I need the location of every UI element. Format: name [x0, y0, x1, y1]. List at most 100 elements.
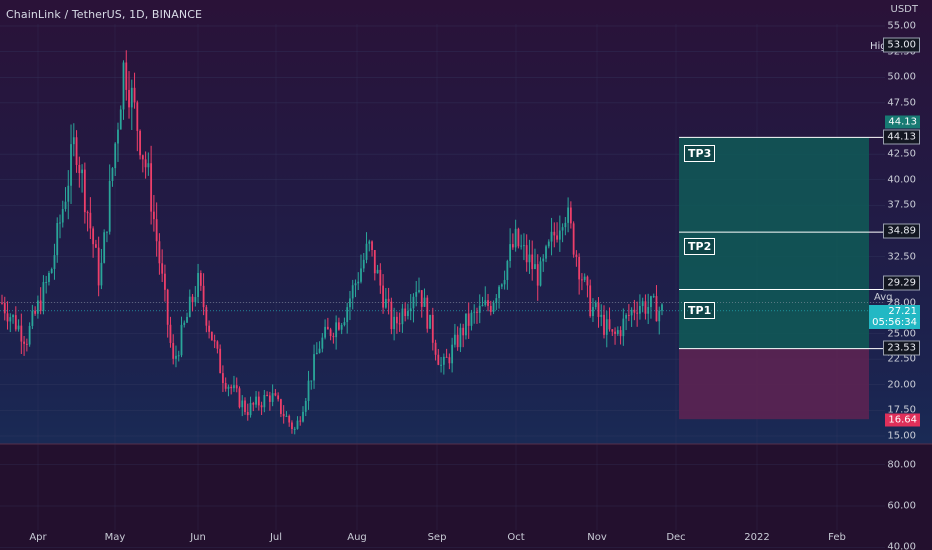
candle-body — [616, 330, 619, 334]
candle-body — [67, 185, 70, 202]
candle-body — [315, 352, 318, 355]
candle-body — [125, 62, 128, 90]
candle-body — [558, 230, 561, 240]
candle-body — [467, 313, 470, 326]
candle-body — [547, 241, 550, 247]
candle-body — [412, 296, 415, 309]
candle-body — [155, 219, 158, 242]
candle-body — [401, 308, 404, 325]
candle-body — [89, 212, 92, 229]
candle-body — [12, 315, 14, 318]
tp2-label: TP2 — [684, 238, 716, 255]
candle-body — [307, 380, 310, 401]
candle-body — [382, 285, 384, 308]
candle-body — [409, 308, 412, 312]
candle-body — [630, 309, 633, 316]
candle-body — [420, 290, 423, 307]
candle-body — [418, 290, 420, 292]
candle-body — [158, 241, 161, 264]
candle-body — [506, 261, 509, 280]
candle-body — [31, 310, 34, 326]
tp3-label: TP3 — [684, 145, 716, 162]
candle-body — [627, 314, 630, 316]
candle-body — [489, 305, 492, 312]
candle-body — [139, 130, 141, 156]
candle-body — [569, 207, 572, 224]
candle-body — [92, 228, 95, 245]
candle-body — [603, 314, 605, 335]
candle-body — [650, 296, 652, 308]
candle-body — [481, 305, 484, 307]
candle-body — [368, 241, 371, 244]
candle-body — [183, 322, 186, 325]
candle-body — [50, 268, 53, 273]
candle-body — [346, 307, 349, 323]
candle-body — [442, 356, 445, 365]
candle-body — [81, 169, 83, 174]
high-label: High — [870, 41, 893, 52]
candle-body — [470, 312, 473, 326]
candle-body — [514, 228, 517, 248]
candle-body — [199, 272, 202, 286]
candle-body — [583, 276, 586, 280]
candle-body — [9, 317, 12, 322]
candle-body — [219, 348, 222, 374]
candle-body — [500, 284, 503, 287]
candle-body — [523, 245, 525, 247]
candle-body — [249, 403, 252, 416]
candle-body — [291, 422, 293, 430]
chart-title: ChainLink / TetherUS, 1D, BINANCE — [6, 8, 203, 21]
candle-body — [373, 250, 376, 274]
candle-body — [487, 300, 489, 306]
candle-body — [235, 385, 238, 389]
time-tick-label: Nov — [587, 532, 607, 543]
candle-body — [114, 143, 117, 169]
candle-body — [594, 302, 597, 308]
candle-body — [20, 325, 23, 342]
candle-body — [545, 246, 547, 259]
indicator-tick-label: 80.00 — [887, 459, 916, 471]
candle-body — [208, 325, 211, 332]
candle-body — [141, 155, 144, 160]
price-tick-label: 28.00 — [887, 297, 916, 309]
candle-body — [241, 400, 244, 408]
candle-body — [478, 305, 481, 313]
candle-body — [119, 109, 122, 130]
candle-body — [122, 62, 125, 110]
candle-body — [542, 258, 545, 262]
price-tick-label: 15.00 — [887, 430, 916, 442]
candle-body — [462, 327, 465, 336]
candle-body — [233, 385, 235, 389]
price-tick-label: 55.00 — [887, 20, 916, 32]
candle-body — [511, 244, 514, 248]
candle-body — [550, 231, 553, 242]
candle-body — [94, 244, 97, 248]
candle-body — [224, 383, 227, 389]
candle-body — [28, 325, 31, 345]
candle-body — [257, 396, 260, 406]
candle-body — [343, 322, 346, 325]
candle-body — [78, 164, 81, 174]
candle-body — [1, 302, 3, 304]
candle-body — [622, 318, 625, 337]
candle-body — [597, 302, 600, 317]
candle-body — [332, 336, 335, 338]
candle-body — [581, 279, 583, 281]
tp2-price-tag: 34.89 — [883, 223, 920, 239]
candle-body — [503, 279, 506, 285]
candle-body — [636, 312, 639, 314]
candle-body — [321, 337, 324, 349]
candle-body — [641, 301, 644, 307]
candle-body — [647, 307, 650, 314]
candle-body — [517, 228, 520, 247]
candle-body — [371, 241, 373, 251]
candle-body — [578, 256, 581, 280]
candle-body — [197, 272, 199, 298]
candle-body — [188, 296, 191, 317]
candle-body — [36, 300, 39, 314]
candle-body — [255, 396, 257, 405]
candle-body — [473, 311, 476, 313]
candle-body — [644, 301, 647, 314]
